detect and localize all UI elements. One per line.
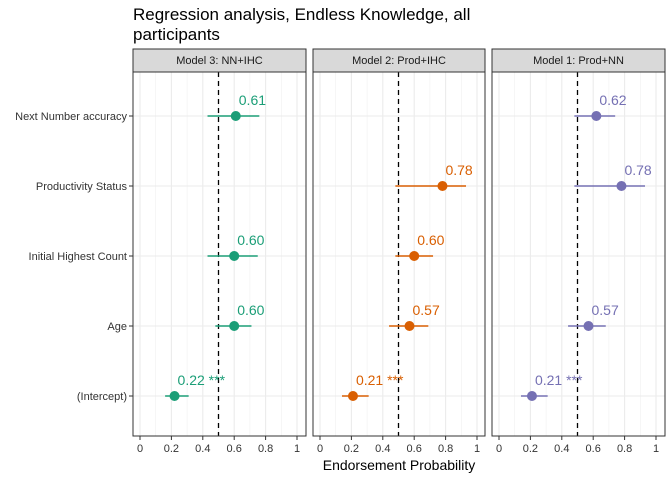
estimate-point <box>404 321 415 331</box>
x-tick-label: 0 <box>496 443 502 455</box>
panel-border <box>491 71 666 437</box>
estimate-label: 0.78 <box>624 162 651 178</box>
y-tick-label: Productivity Status <box>36 181 128 193</box>
estimate-point <box>229 251 240 261</box>
estimate-point <box>230 111 241 121</box>
estimate-point <box>409 251 420 261</box>
estimate-point <box>583 321 594 331</box>
estimate-label: 0.78 <box>445 162 472 178</box>
estimate-label: 0.21 *** <box>356 372 404 388</box>
x-tick-label: 0.4 <box>375 443 390 455</box>
x-tick-label: 0.8 <box>258 443 273 455</box>
estimate-label: 0.60 <box>237 302 264 318</box>
estimate-label: 0.60 <box>417 232 444 248</box>
x-tick-label: 1 <box>653 443 659 455</box>
x-tick-label: 0.8 <box>617 443 632 455</box>
estimate-label: 0.61 <box>239 92 266 108</box>
estimate-point <box>347 391 358 401</box>
x-axis-label: Endorsement Probability <box>323 457 476 473</box>
x-tick-label: 1 <box>474 443 480 455</box>
x-tick-label: 0 <box>137 443 143 455</box>
y-tick-label: (Intercept) <box>77 391 127 403</box>
estimate-point <box>526 391 537 401</box>
estimate-point <box>616 181 627 191</box>
panel-border <box>312 71 486 437</box>
x-tick-label: 0.6 <box>407 443 422 455</box>
chart-title: Regression analysis, Endless Knowledge, … <box>133 5 471 44</box>
x-tick-label: 0 <box>317 443 323 455</box>
y-tick-label: Next Number accuracy <box>15 111 127 123</box>
x-tick-label: 0.4 <box>554 443 569 455</box>
estimate-label: 0.57 <box>591 302 618 318</box>
estimate-point <box>229 321 240 331</box>
estimate-label: 0.21 *** <box>535 372 583 388</box>
x-tick-label: 0.6 <box>227 443 242 455</box>
x-tick-label: 0.4 <box>195 443 210 455</box>
x-tick-label: 1 <box>294 443 300 455</box>
x-tick-label: 0.2 <box>164 443 179 455</box>
x-tick-label: 0.8 <box>438 443 453 455</box>
facet-strip-label: Model 2: Prod+IHC <box>352 55 446 67</box>
y-tick-label: Age <box>107 321 127 333</box>
estimate-point <box>591 111 602 121</box>
estimate-label: 0.62 <box>599 92 626 108</box>
facet-strip-label: Model 1: Prod+NN <box>533 55 624 67</box>
estimate-label: 0.57 <box>412 302 439 318</box>
estimate-label: 0.60 <box>237 232 264 248</box>
x-tick-label: 0.6 <box>586 443 601 455</box>
estimate-label: 0.22 *** <box>178 372 226 388</box>
x-tick-label: 0.2 <box>344 443 359 455</box>
x-tick-label: 0.2 <box>523 443 538 455</box>
panel-border <box>132 71 307 437</box>
facet-strip-label: Model 3: NN+IHC <box>176 55 263 67</box>
panel-background <box>492 72 665 436</box>
panel-background <box>133 72 306 436</box>
y-tick-label: Initial Highest Count <box>29 251 127 263</box>
estimate-point <box>169 391 180 401</box>
estimate-point <box>437 181 448 191</box>
